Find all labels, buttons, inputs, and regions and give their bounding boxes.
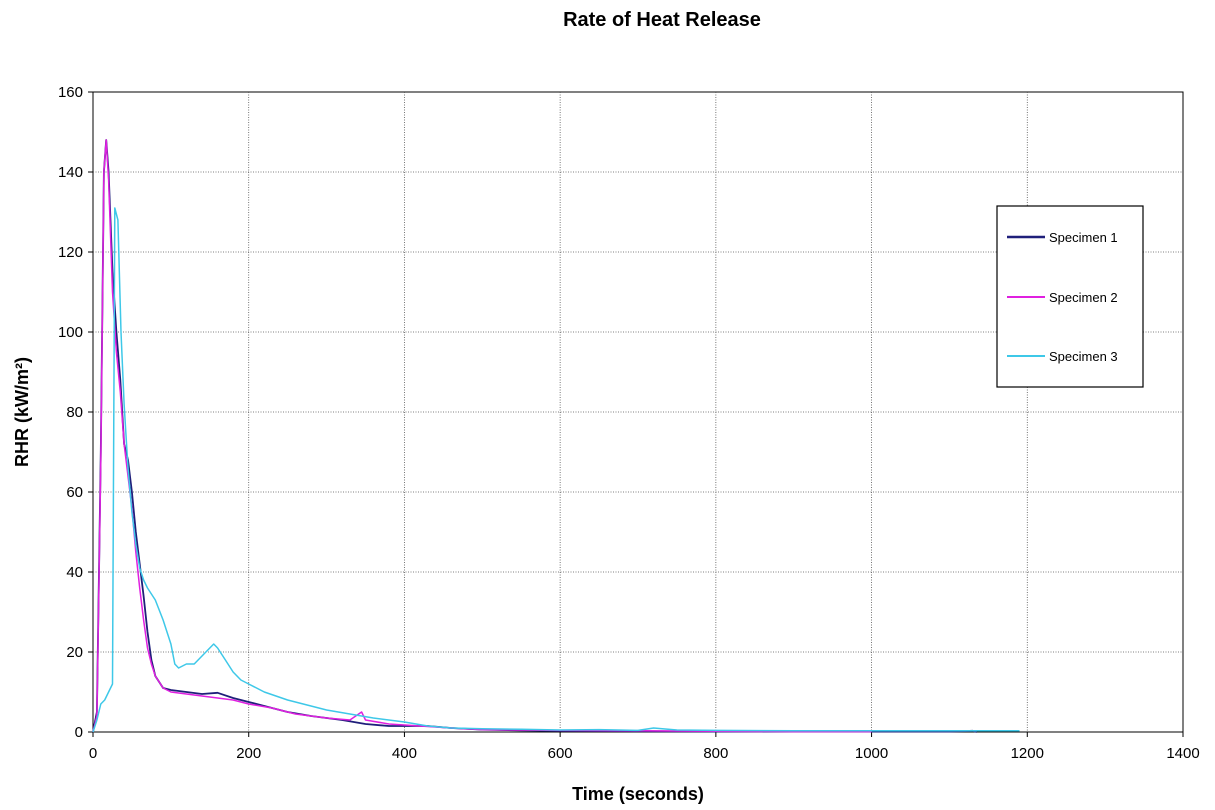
series-line-3: [92, 207, 1020, 733]
y-tick-label: 140: [58, 164, 83, 181]
chart-title: Rate of Heat Release: [563, 9, 761, 31]
series-line-2: [92, 139, 872, 733]
legend-label-3: Specimen 3: [1049, 349, 1118, 364]
y-tick-label: 120: [58, 244, 83, 261]
y-tick-label: 80: [66, 404, 83, 421]
x-tick-label: 400: [392, 745, 417, 762]
x-tick-label: 200: [236, 745, 261, 762]
tick-labels: 0 200 400 600 800 1000 1200 1400 0 20 40 60 80 100 120…: [58, 84, 1200, 762]
x-tick-label: 1200: [1011, 745, 1044, 762]
series-lines: [92, 139, 1020, 733]
y-tick-label: 60: [66, 484, 83, 501]
y-tick-label: 0: [75, 724, 83, 741]
y-tick-label: 40: [66, 564, 83, 581]
x-tick-label: 800: [703, 745, 728, 762]
y-tick-label: 100: [58, 324, 83, 341]
x-tick-label: 0: [89, 745, 97, 762]
x-tick-label: 600: [548, 745, 573, 762]
legend-label-2: Specimen 2: [1049, 290, 1118, 305]
grid: [88, 91, 1184, 737]
legend-label-1: Specimen 1: [1049, 230, 1118, 245]
y-axis-label: RHR (kW/m²): [12, 357, 32, 467]
y-tick-label: 20: [66, 644, 83, 661]
x-axis-label: Time (seconds): [572, 784, 704, 804]
series-line-1: [92, 139, 977, 733]
y-tick-label: 160: [58, 84, 83, 101]
x-tick-label: 1000: [855, 745, 888, 762]
legend: Specimen 1 Specimen 2 Specimen 3: [996, 205, 1144, 388]
x-tick-label: 1400: [1166, 745, 1199, 762]
